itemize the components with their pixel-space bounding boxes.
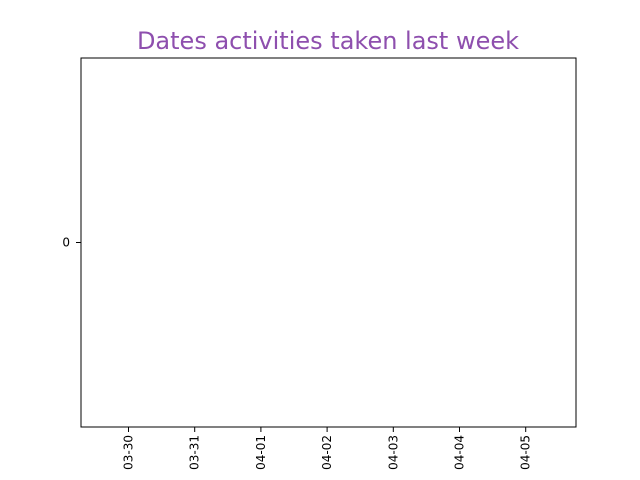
x-tick-label: 04-03 (386, 435, 400, 470)
chart-title: Dates activities taken last week (137, 27, 519, 55)
x-axis: 03-30 03-31 04-01 04-02 04-03 04-04 04-05 (122, 427, 533, 470)
x-tick-label: 04-05 (519, 435, 533, 470)
x-tick-label: 03-30 (122, 435, 136, 470)
y-axis: 0 (62, 236, 81, 250)
plot-area-frame (80, 57, 577, 428)
x-tick-label: 04-02 (320, 435, 334, 470)
x-tick-label: 04-04 (453, 435, 467, 470)
x-tick-label: 04-01 (254, 435, 268, 470)
y-tick-label: 0 (62, 236, 70, 250)
x-tick-label: 03-31 (188, 435, 202, 470)
